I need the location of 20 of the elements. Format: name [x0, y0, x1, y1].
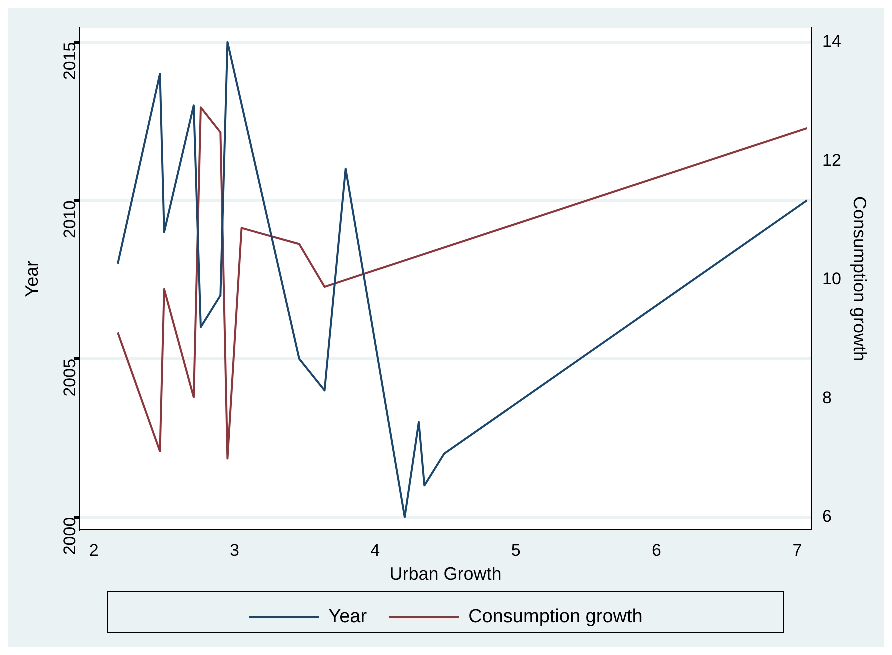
- x-tick-label: 2: [89, 540, 99, 560]
- y2-tick-label: 10: [822, 270, 842, 289]
- x-tick-label: 6: [652, 540, 662, 560]
- x-tick-label: 5: [511, 540, 521, 560]
- legend-label: Year: [328, 606, 368, 628]
- x-axis-title: Urban Growth: [390, 564, 502, 584]
- x-tick-label: 4: [370, 540, 380, 560]
- y-tick-label: 2010: [60, 200, 80, 238]
- y2-axis-title: Consumption growth: [850, 196, 870, 362]
- x-tick-label: 7: [792, 540, 802, 560]
- x-tick-label: 3: [230, 540, 240, 560]
- y2-tick-label: 6: [822, 507, 832, 526]
- y-tick-label: 2015: [60, 42, 80, 80]
- y-tick-label: 2005: [60, 358, 80, 397]
- y2-tick-label: 8: [822, 388, 832, 408]
- y-axis-title: Year: [22, 260, 42, 298]
- legend-label: Consumption growth: [468, 606, 643, 628]
- y-tick-label: 2000: [60, 517, 80, 556]
- y2-tick-label: 14: [822, 32, 842, 51]
- y2-tick-label: 12: [822, 150, 842, 170]
